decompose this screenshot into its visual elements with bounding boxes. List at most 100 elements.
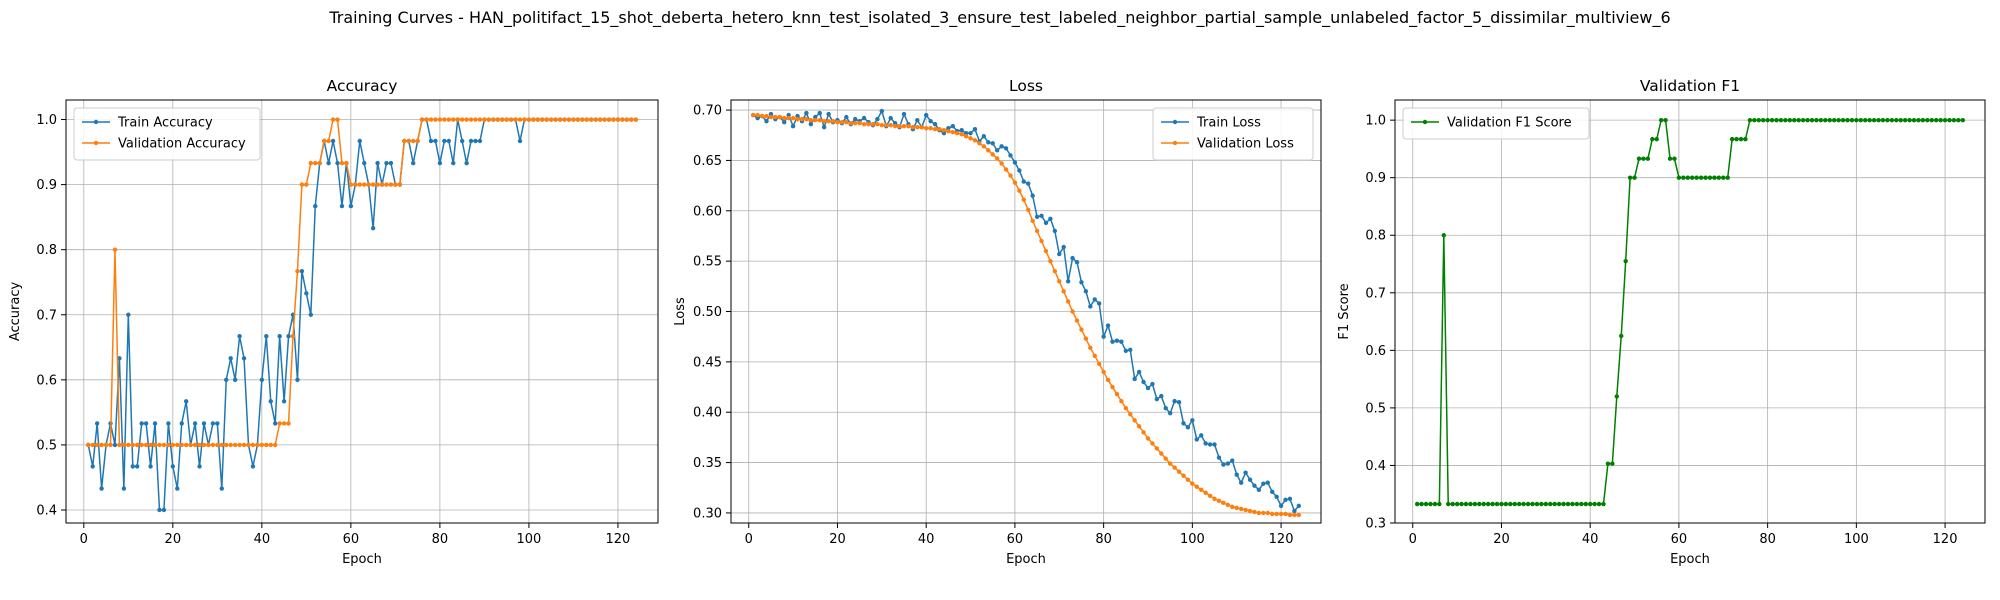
data-point [1658, 117, 1664, 123]
data-point [1414, 501, 1420, 507]
data-point [972, 127, 978, 132]
data-point [1503, 501, 1509, 507]
data-point [197, 464, 202, 469]
data-point [384, 182, 389, 187]
data-point [517, 117, 523, 122]
data-point [1096, 361, 1102, 367]
data-point [1252, 509, 1257, 515]
data-point [237, 442, 242, 448]
data-point [1823, 117, 1828, 123]
data-point [1650, 136, 1655, 142]
data-point [1521, 501, 1526, 507]
data-point [892, 120, 898, 126]
data-point [1525, 501, 1531, 507]
data-point [1287, 496, 1293, 502]
data-point [923, 126, 929, 131]
data-point [1270, 489, 1275, 494]
data-point [353, 182, 358, 187]
data-point [508, 117, 514, 122]
data-point [179, 421, 184, 426]
data-point [99, 486, 104, 491]
data-point [375, 160, 380, 166]
data-point [1092, 353, 1097, 359]
data-point [1925, 117, 1930, 123]
data-point [419, 117, 425, 122]
x-axis-label: Epoch [342, 552, 382, 567]
data-point [281, 421, 287, 426]
data-point [335, 117, 340, 122]
data-point [295, 268, 300, 274]
data-point [1494, 501, 1500, 507]
data-point [1845, 117, 1850, 123]
data-point [1800, 117, 1806, 123]
data-point [451, 117, 456, 122]
legend-label: Validation Loss [1197, 137, 1294, 152]
data-point [348, 203, 354, 209]
data-point [1265, 480, 1270, 485]
data-point [1774, 117, 1779, 123]
data-point [624, 117, 630, 122]
x-tick-label: 40 [1582, 532, 1599, 547]
data-point [1863, 117, 1868, 123]
data-point [224, 377, 229, 383]
data-point [477, 117, 483, 122]
data-point [888, 115, 893, 121]
data-point [1083, 336, 1089, 341]
data-point [1556, 501, 1562, 507]
data-point [1003, 146, 1009, 151]
data-point [192, 442, 198, 448]
data-point [1159, 393, 1164, 399]
data-point [1230, 504, 1235, 510]
data-point [1543, 501, 1549, 507]
data-point [1252, 483, 1257, 488]
data-point [192, 421, 198, 426]
data-point [830, 118, 836, 124]
data-point [1141, 430, 1146, 435]
data-point [790, 123, 796, 129]
data-point [1583, 501, 1588, 507]
series-line [1417, 119, 1963, 505]
data-point [130, 442, 135, 448]
data-point [593, 117, 598, 122]
data-point [1247, 508, 1253, 514]
data-point [1792, 117, 1797, 123]
data-point [1898, 117, 1903, 123]
data-point [1534, 501, 1540, 507]
data-point [170, 464, 176, 469]
data-point [522, 117, 527, 122]
data-point [888, 122, 893, 128]
figure-title: Training Curves - HAN_politifact_15_shot… [329, 8, 1671, 27]
data-point [232, 442, 238, 448]
data-point [1681, 175, 1686, 180]
data-point [1052, 228, 1058, 234]
data-point [1947, 117, 1952, 123]
data-point [1721, 175, 1726, 180]
data-point [442, 138, 447, 144]
data-point [246, 442, 251, 448]
data-point [1712, 175, 1717, 180]
data-point [1079, 327, 1084, 332]
data-point [1902, 117, 1908, 123]
data-point [437, 160, 443, 166]
data-point [826, 111, 831, 117]
data-point [844, 114, 849, 120]
legend-swatch-marker [1172, 140, 1178, 146]
data-point [379, 182, 385, 187]
data-point [170, 442, 176, 448]
data-point [1769, 117, 1775, 123]
data-point [901, 111, 907, 117]
x-tick-label: 0 [1409, 532, 1417, 547]
data-point [861, 121, 867, 127]
y-tick-label: 0.4 [1365, 459, 1386, 474]
data-point [870, 121, 876, 127]
data-point [844, 119, 849, 125]
data-point [1079, 280, 1084, 285]
data-point [813, 117, 818, 123]
data-point [446, 117, 451, 122]
data-point [950, 130, 956, 135]
data-point [786, 115, 791, 121]
legend-label: Validation Accuracy [118, 137, 246, 152]
data-point [228, 442, 233, 448]
data-point [1654, 136, 1659, 142]
